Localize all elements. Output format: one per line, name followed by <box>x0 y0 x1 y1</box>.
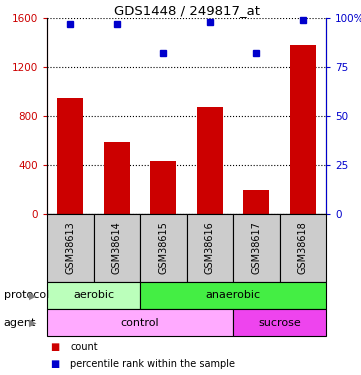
Bar <box>233 214 279 282</box>
Text: percentile rank within the sample: percentile rank within the sample <box>70 359 235 369</box>
Text: anaerobic: anaerobic <box>205 291 261 300</box>
Bar <box>93 214 140 282</box>
Text: GSM38618: GSM38618 <box>298 222 308 274</box>
Title: GDS1448 / 249817_at: GDS1448 / 249817_at <box>113 4 260 17</box>
Bar <box>279 214 326 282</box>
Bar <box>243 189 269 214</box>
Text: protocol: protocol <box>4 291 49 300</box>
Bar <box>104 142 130 214</box>
Bar <box>187 214 233 282</box>
Text: agent: agent <box>4 318 36 327</box>
Text: count: count <box>70 342 98 352</box>
Text: GSM38616: GSM38616 <box>205 222 215 274</box>
Text: ▶: ▶ <box>29 291 36 300</box>
Text: GSM38615: GSM38615 <box>158 222 168 274</box>
Bar <box>140 214 187 282</box>
Text: ■: ■ <box>51 342 60 352</box>
Text: aerobic: aerobic <box>73 291 114 300</box>
Bar <box>47 309 233 336</box>
Bar <box>47 214 93 282</box>
Text: ■: ■ <box>51 359 60 369</box>
Bar <box>290 45 316 214</box>
Bar <box>233 309 326 336</box>
Bar <box>140 282 326 309</box>
Bar <box>151 161 176 214</box>
Text: control: control <box>121 318 159 327</box>
Bar <box>47 282 140 309</box>
Bar <box>197 107 222 214</box>
Text: GSM38613: GSM38613 <box>65 222 75 274</box>
Text: ▶: ▶ <box>29 318 36 327</box>
Bar <box>57 98 83 214</box>
Text: GSM38614: GSM38614 <box>112 222 122 274</box>
Text: sucrose: sucrose <box>258 318 301 327</box>
Text: GSM38617: GSM38617 <box>251 222 261 274</box>
